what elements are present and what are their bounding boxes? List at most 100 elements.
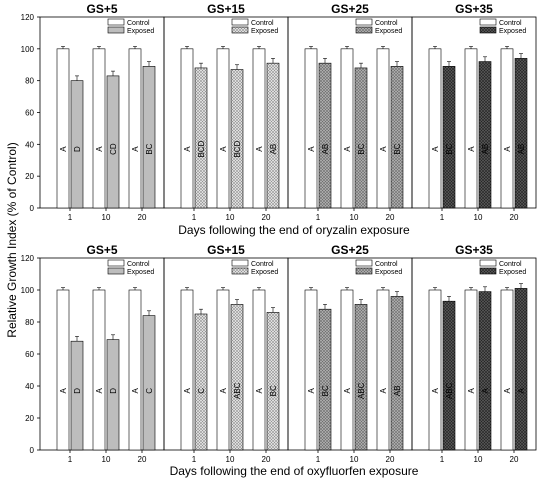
oryzalin-letter-3-1-0: A (467, 146, 476, 152)
oxyfluorfen-legend-label-exposed-3: Exposed (499, 269, 526, 276)
oryzalin-bar-control-2-2 (376, 48, 390, 209)
oryzalin-x-tick-label-3-2: 20 (510, 213, 519, 222)
oryzalin-legend-label-control-0: Control (127, 20, 150, 27)
oxyfluorfen-x-tick-label-2-0: 1 (316, 455, 321, 464)
oryzalin-bar-control-2-1 (340, 48, 354, 209)
oryzalin-bar-exposed-3-0 (442, 66, 456, 209)
oryzalin-legend-label-exposed-2: Exposed (375, 28, 402, 35)
oxyfluorfen-bar-exposed-1-2 (266, 312, 280, 451)
oxyfluorfen-panel-title-0: GS+5 (86, 243, 117, 257)
oxyfluorfen-bar-exposed-3-2 (514, 288, 528, 451)
oxyfluorfen-x-tick-label-0-1: 10 (102, 455, 111, 464)
oxyfluorfen-letter-2-1-0: A (343, 387, 352, 393)
oxyfluorfen-x-tick-label-1-2: 20 (262, 455, 271, 464)
oxyfluorfen-letter-0-2-0: A (131, 387, 140, 393)
oryzalin-x-tick-label-2-0: 1 (316, 213, 321, 222)
oryzalin-letter-2-1-1: BC (357, 143, 366, 154)
oxyfluorfen-bar-control-0-2 (128, 289, 142, 451)
oxyfluorfen-chart: Days following the end of oxyfluorfen ex… (21, 243, 537, 478)
oxyfluorfen-bar-control-2-2 (376, 289, 390, 451)
oxyfluorfen-bar-exposed-2-0 (318, 308, 332, 451)
oxyfluorfen-bar-exposed-3-1 (478, 291, 492, 451)
oryzalin-letter-1-0-1: BCD (197, 140, 206, 157)
oxyfluorfen-letter-1-2-1: BC (269, 385, 278, 396)
oryzalin-legend-label-control-2: Control (375, 20, 398, 27)
oxyfluorfen-bar-control-2-0 (304, 289, 318, 451)
oryzalin-bar-exposed-1-2 (266, 62, 280, 209)
oxyfluorfen-letter-2-2-1: AB (393, 385, 402, 396)
oxyfluorfen-legend-label-control-2: Control (375, 261, 398, 268)
oryzalin-letter-3-2-0: A (503, 146, 512, 152)
oryzalin-letter-0-2-0: A (131, 146, 140, 152)
oxyfluorfen-legend-swatch-exposed-1 (231, 267, 249, 275)
oryzalin-x-tick-label-0-1: 10 (102, 213, 111, 222)
oryzalin-bar-exposed-1-1 (230, 69, 244, 209)
oxyfluorfen-bar-exposed-0-2 (142, 315, 156, 451)
oxyfluorfen-letter-0-0-1: D (73, 388, 82, 394)
oryzalin-letter-2-0-0: A (307, 146, 316, 152)
oryzalin-letter-0-2-1: BC (145, 143, 154, 154)
oryzalin-bar-exposed-2-1 (354, 67, 368, 209)
oxyfluorfen-x-tick-label-3-1: 10 (474, 455, 483, 464)
oxyfluorfen-letter-1-2-0: A (255, 387, 264, 393)
oryzalin-x-tick-label-2-2: 20 (386, 213, 395, 222)
oxyfluorfen-legend-label-control-1: Control (251, 261, 274, 268)
oryzalin-letter-3-2-1: AB (517, 144, 526, 155)
oxyfluorfen-letter-3-1-1: A (481, 387, 490, 393)
oxyfluorfen-legend-label-exposed-0: Exposed (127, 269, 154, 276)
oxyfluorfen-bar-control-0-0 (56, 289, 70, 451)
oxyfluorfen-letter-2-0-1: BC (321, 385, 330, 396)
oxyfluorfen-letter-3-2-1: A (517, 387, 526, 393)
oxyfluorfen-letter-3-0-0: A (431, 387, 440, 393)
oryzalin-x-tick-label-2-1: 10 (350, 213, 359, 222)
oryzalin-letter-1-1-0: A (219, 146, 228, 152)
oryzalin-x-tick-label-3-1: 10 (474, 213, 483, 222)
oryzalin-x-tick-label-0-2: 20 (138, 213, 147, 222)
oryzalin-legend-swatch-exposed-2 (355, 26, 373, 34)
oryzalin-x-tick-label-1-1: 10 (226, 213, 235, 222)
oryzalin-bar-control-3-0 (428, 48, 442, 209)
oxyfluorfen-letter-1-0-0: A (183, 387, 192, 393)
x-axis-label-oryzalin: Days following the end of oryzalin expos… (178, 223, 410, 237)
oxyfluorfen-panel-title-2: GS+25 (331, 243, 369, 257)
oryzalin-x-tick-label-1-2: 20 (262, 213, 271, 222)
oxyfluorfen-x-tick-label-3-0: 1 (440, 455, 445, 464)
oryzalin-letter-3-0-1: BC (445, 143, 454, 154)
oryzalin-bar-control-1-2 (252, 48, 266, 209)
oxyfluorfen-x-tick-label-1-1: 10 (226, 455, 235, 464)
oxyfluorfen-bar-exposed-0-1 (106, 339, 120, 451)
oryzalin-legend-swatch-exposed-0 (107, 26, 125, 34)
y-tick-label-80: 80 (25, 77, 34, 86)
oryzalin-letter-0-1-0: A (95, 146, 104, 152)
oxyfluorfen-x-tick-label-3-2: 20 (510, 455, 519, 464)
oxyfluorfen-x-tick-label-1-0: 1 (192, 455, 197, 464)
oxyfluorfen-letter-0-1-1: D (109, 388, 118, 394)
oxyfluorfen-bar-control-3-2 (500, 289, 514, 451)
oryzalin-bar-control-0-1 (92, 48, 106, 209)
oxyfluorfen-legend-swatch-control-0 (107, 259, 125, 267)
oryzalin-letter-2-2-0: A (379, 146, 388, 152)
oxyfluorfen-bar-control-0-1 (92, 289, 106, 451)
oxyfluorfen-bar-control-1-2 (252, 289, 266, 451)
oxyfluorfen-letter-0-1-0: A (95, 387, 104, 393)
oryzalin-legend-swatch-control-3 (479, 18, 497, 26)
oryzalin-letter-3-1-1: AB (481, 144, 490, 155)
oxyfluorfen-bar-control-1-1 (216, 289, 230, 451)
oxyfluorfen-bar-exposed-1-0 (194, 313, 208, 451)
oryzalin-legend-swatch-exposed-3 (479, 26, 497, 34)
oxyfluorfen-legend-swatch-exposed-2 (355, 267, 373, 275)
oxyfluorfen-letter-0-0-0: A (59, 387, 68, 393)
oxyfluorfen-legend-swatch-exposed-3 (479, 267, 497, 275)
y-tick-label-120: 120 (21, 254, 35, 263)
oryzalin-x-tick-label-1-0: 1 (192, 213, 197, 222)
oxyfluorfen-panel-title-1: GS+15 (207, 243, 245, 257)
oryzalin-bar-control-1-1 (216, 48, 230, 209)
oryzalin-x-tick-label-3-0: 1 (440, 213, 445, 222)
oryzalin-bar-exposed-0-0 (70, 80, 84, 209)
y-tick-label-20: 20 (25, 172, 34, 181)
y-tick-label-0: 0 (30, 446, 35, 455)
oxyfluorfen-legend-swatch-exposed-0 (107, 267, 125, 275)
oxyfluorfen-bar-exposed-1-1 (230, 304, 244, 451)
y-tick-label-100: 100 (21, 286, 35, 295)
oxyfluorfen-bar-exposed-2-2 (390, 296, 404, 451)
